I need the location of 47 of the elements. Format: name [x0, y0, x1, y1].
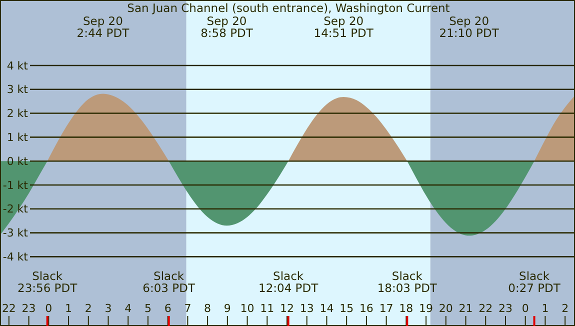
- x-tick-label: 0: [522, 302, 529, 315]
- x-tick-label: 17: [379, 302, 394, 315]
- y-tick-label: -1 kt: [2, 178, 29, 192]
- x-tick-label: 14: [320, 302, 334, 315]
- annotation: Sep 20 14:51 PDT: [314, 14, 374, 40]
- chart-title: San Juan Channel (south entrance), Washington Current: [127, 1, 450, 15]
- y-tick-label: 2 kt: [6, 107, 29, 120]
- x-tick-label: 4: [124, 302, 132, 315]
- annotation: Slack 0:27 PDT: [508, 269, 562, 295]
- x-tick-label: 18: [399, 302, 414, 315]
- annotation: Sep 20 8:58 PDT: [200, 14, 254, 40]
- x-tick-label: 22: [2, 302, 16, 315]
- x-tick-label: 0: [45, 302, 52, 315]
- x-tick-label: 7: [184, 302, 192, 315]
- y-tick-label: -2 kt: [2, 202, 29, 216]
- annotation: Slack 18:03 PDT: [377, 269, 438, 295]
- x-tick-label: 22: [478, 302, 493, 315]
- x-tick-label: 19: [419, 302, 434, 315]
- annotation: Slack 6:03 PDT: [142, 269, 196, 295]
- annotation: Slack 12:04 PDT: [258, 269, 320, 295]
- x-tick-label: 9: [224, 302, 231, 315]
- x-tick-label: 11: [260, 302, 274, 315]
- x-tick-label: 16: [359, 302, 374, 315]
- x-tick-label: 12: [280, 302, 294, 315]
- annotation: Sep 20 21:10 PDT: [439, 14, 500, 40]
- x-tick-label: 23: [498, 302, 512, 315]
- x-tick-label: 10: [240, 302, 254, 315]
- y-tick-label: -3 kt: [2, 226, 29, 240]
- annotation: Slack 23:56 PDT: [18, 269, 78, 295]
- x-tick-label: 6: [164, 302, 172, 315]
- x-tick-label: 23: [22, 302, 36, 315]
- x-tick-label: 21: [458, 302, 473, 315]
- y-tick-label: -4 kt: [2, 250, 29, 264]
- x-tick-label: 15: [340, 302, 354, 315]
- y-tick-label: 3 kt: [6, 83, 29, 96]
- x-tick-label: 2: [562, 302, 569, 315]
- x-tick-label: 5: [144, 302, 152, 315]
- y-tick-label: 1 kt: [6, 131, 29, 144]
- x-tick-label: 13: [300, 302, 314, 315]
- x-tick-label: 2: [84, 302, 92, 315]
- annotation: Sep 20 2:44 PDT: [76, 14, 130, 40]
- x-tick-label: 8: [204, 302, 212, 315]
- x-tick-label: 1: [542, 302, 549, 315]
- x-tick-label: 3: [104, 302, 112, 315]
- x-tick-label: 20: [438, 302, 453, 315]
- y-tick-label: 4 kt: [6, 59, 29, 72]
- x-tick-label: 1: [65, 302, 72, 315]
